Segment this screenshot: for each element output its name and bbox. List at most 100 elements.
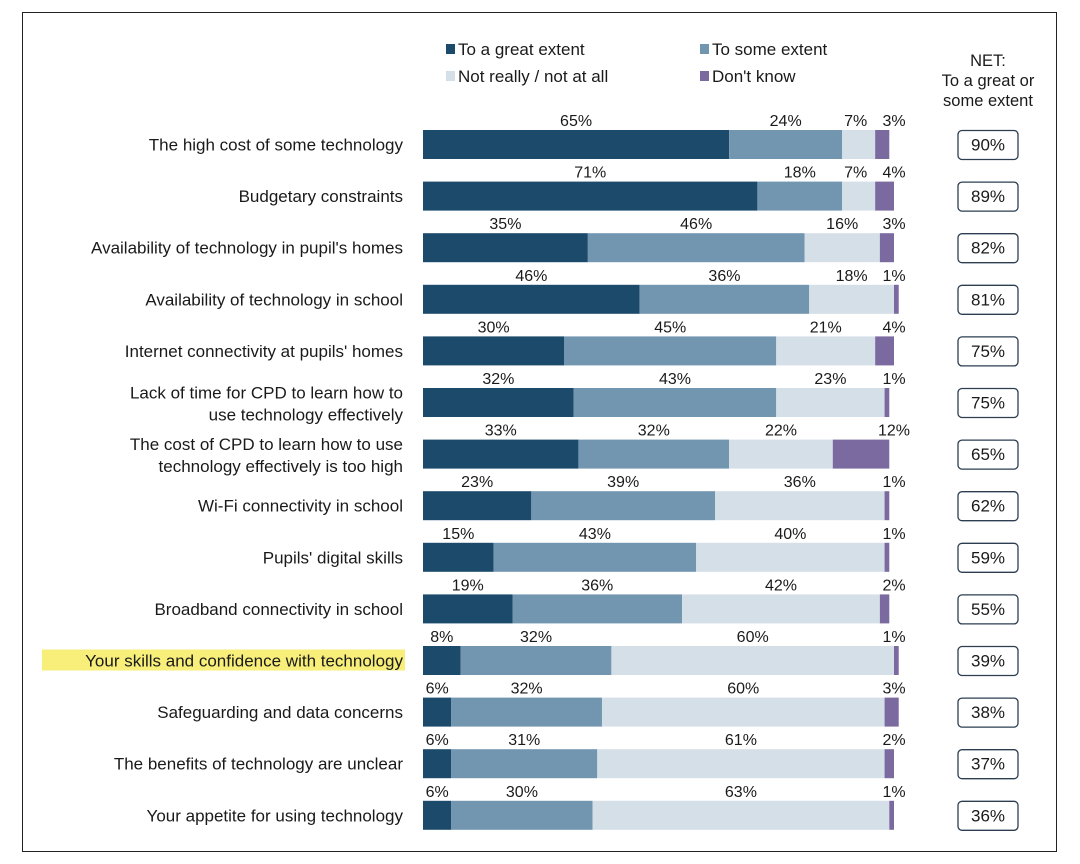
value-label: 6% <box>426 681 449 698</box>
legend-swatch-0 <box>446 44 455 54</box>
bar-segment-0 <box>423 542 494 572</box>
value-label: 12% <box>878 423 910 440</box>
category-label: Availability of technology in pupil's ho… <box>91 239 403 258</box>
category-label: Internet connectivity at pupils' homes <box>125 342 403 361</box>
net-box <box>957 181 1019 212</box>
bar-segment-1 <box>493 542 697 572</box>
category-label: Lack of time for CPD to learn how to <box>130 384 403 403</box>
legend-swatch-1 <box>700 44 709 54</box>
category-label: use technology effectively <box>209 406 404 425</box>
net-value: 90% <box>971 136 1005 155</box>
net-box <box>957 387 1019 419</box>
value-label: 7% <box>844 165 867 182</box>
net-header-line-1: To a great or <box>942 72 1035 90</box>
bar-segment-2 <box>592 800 890 830</box>
category-label: Budgetary constraints <box>239 187 403 206</box>
bar-segment-1 <box>451 697 602 727</box>
net-value: 39% <box>971 652 1005 671</box>
value-label: 33% <box>485 423 517 440</box>
value-label: 32% <box>638 423 670 440</box>
bar-segment-2 <box>696 542 885 572</box>
net-box <box>957 129 1019 161</box>
bar-segment-2 <box>601 697 885 727</box>
value-label: 32% <box>520 629 552 646</box>
bar-segment-0 <box>423 491 532 521</box>
value-label: 4% <box>882 319 905 336</box>
net-value: 55% <box>971 600 1005 619</box>
legend-swatch-2 <box>446 71 455 81</box>
bar-segment-0 <box>423 336 565 366</box>
value-label: 39% <box>607 474 639 491</box>
chart-frame <box>22 12 1057 852</box>
value-label: 22% <box>765 423 797 440</box>
value-label: 2% <box>882 577 905 594</box>
value-label: 24% <box>770 113 802 130</box>
value-label: 30% <box>478 319 510 336</box>
net-box <box>957 336 1019 367</box>
bar-segment-0 <box>423 439 579 469</box>
net-value: 36% <box>971 806 1005 825</box>
value-label: 21% <box>810 319 842 336</box>
value-label: 1% <box>882 474 905 491</box>
net-box <box>957 284 1019 315</box>
value-label: 40% <box>774 526 806 543</box>
bar-segment-1 <box>578 439 730 469</box>
bar-segment-0 <box>423 130 730 159</box>
value-label: 18% <box>836 268 868 285</box>
bar-segment-3 <box>894 284 899 314</box>
net-value: 38% <box>971 703 1005 722</box>
net-header-line-2: some extent <box>943 92 1033 110</box>
bar-segment-1 <box>573 388 777 417</box>
bar-segment-2 <box>597 749 885 779</box>
category-label: Your skills and confidence with technolo… <box>85 652 403 671</box>
bar-segment-2 <box>804 233 880 263</box>
bar-segment-3 <box>884 542 890 572</box>
bar-segment-3 <box>884 491 890 521</box>
value-label: 15% <box>442 526 474 543</box>
bar-segment-0 <box>423 594 513 624</box>
net-box <box>957 439 1019 470</box>
value-label: 16% <box>826 216 858 233</box>
bar-segment-1 <box>587 233 805 263</box>
value-label: 71% <box>574 165 606 182</box>
bar-segment-2 <box>776 388 885 417</box>
bar-segment-1 <box>531 491 716 521</box>
net-box <box>957 697 1019 728</box>
bar-segment-1 <box>460 646 612 675</box>
bar-segment-1 <box>639 284 810 314</box>
value-label: 4% <box>882 165 905 182</box>
bar-segment-0 <box>423 646 461 675</box>
bar-segment-2 <box>842 181 876 211</box>
value-label: 1% <box>882 629 905 646</box>
value-label: 2% <box>882 732 905 749</box>
category-label: The cost of CPD to learn how to use <box>130 435 403 454</box>
bar-segment-3 <box>875 130 890 159</box>
bar-segment-2 <box>682 594 880 624</box>
net-value: 82% <box>971 239 1005 258</box>
value-label: 46% <box>515 268 547 285</box>
category-label: technology effectively is too high <box>159 457 403 476</box>
value-label: 3% <box>882 681 905 698</box>
net-value: 37% <box>971 755 1005 774</box>
bar-segment-1 <box>564 336 777 366</box>
category-label: Pupils' digital skills <box>263 548 403 567</box>
value-label: 65% <box>560 113 592 130</box>
net-box <box>957 800 1019 831</box>
value-label: 43% <box>659 371 691 388</box>
legend-label-3: Don't know <box>712 67 796 86</box>
value-label: 36% <box>784 474 816 491</box>
value-label: 30% <box>506 784 538 801</box>
bar-segment-0 <box>423 749 452 779</box>
value-label: 60% <box>737 629 769 646</box>
category-label: Broadband connectivity in school <box>154 600 403 619</box>
bar-segment-2 <box>729 439 833 469</box>
value-label: 3% <box>882 113 905 130</box>
bar-segment-0 <box>423 697 452 727</box>
value-label: 6% <box>426 732 449 749</box>
bar-segment-1 <box>451 749 598 779</box>
value-label: 19% <box>452 577 484 594</box>
value-label: 8% <box>430 629 453 646</box>
category-label: Safeguarding and data concerns <box>157 703 403 722</box>
value-label: 7% <box>844 113 867 130</box>
legend-label-0: To a great extent <box>458 40 585 59</box>
